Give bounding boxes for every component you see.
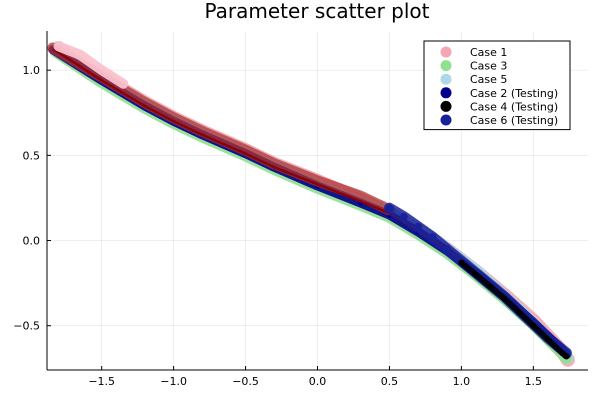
point-case-4-testing-1 xyxy=(472,271,479,278)
overlay-red-band xyxy=(47,42,395,216)
legend-label-case-2-testing: Case 2 (Testing) xyxy=(470,87,558,100)
legend-entry-case-1: Case 1 xyxy=(440,46,507,59)
point-case-4-testing-2 xyxy=(487,283,494,290)
y-tick-label-2: 0.5 xyxy=(23,149,41,162)
x-tick-label-3: 0.0 xyxy=(309,375,327,388)
legend-label-case-3: Case 3 xyxy=(470,60,507,73)
point-case-4-testing-0 xyxy=(458,259,465,266)
legend-entry-case-3: Case 3 xyxy=(440,60,507,73)
legend-label-case-1: Case 1 xyxy=(470,46,507,59)
legend-entry-case-5: Case 5 xyxy=(440,73,507,86)
x-tick-label-4: 0.5 xyxy=(381,375,399,388)
legend-marker-case-6-testing xyxy=(440,114,452,126)
legend-marker-case-4-testing xyxy=(440,100,452,112)
x-tick-label-6: 1.5 xyxy=(525,375,543,388)
x-tick-label-5: 1.0 xyxy=(453,375,471,388)
point-case-6-testing-0 xyxy=(385,204,394,213)
point-case-6-testing-2 xyxy=(414,222,423,231)
point-case-6-testing-1 xyxy=(399,212,408,221)
point-case-6-testing-3 xyxy=(428,233,437,242)
point-case-4-testing-5 xyxy=(530,322,537,329)
point-case-4-testing-7 xyxy=(559,349,566,356)
legend-entry-case-2-testing: Case 2 (Testing) xyxy=(440,87,558,100)
legend-label-case-4-testing: Case 4 (Testing) xyxy=(470,100,558,113)
legend-entry-case-6-testing: Case 6 (Testing) xyxy=(440,114,558,127)
legend-marker-case-2-testing xyxy=(440,87,452,99)
legend-marker-case-3 xyxy=(440,60,452,72)
overlay-light-pink xyxy=(53,41,129,89)
chart-title: Parameter scatter plot xyxy=(205,0,430,23)
y-tick-label-1: 0.0 xyxy=(23,235,41,248)
series-case-4-testing xyxy=(458,259,570,360)
legend-label-case-5: Case 5 xyxy=(470,73,507,86)
x-tick-label-2: −0.5 xyxy=(232,375,259,388)
point-case-6-testing-4 xyxy=(442,245,451,254)
data-layer xyxy=(47,41,575,367)
x-tick-label-0: −1.5 xyxy=(88,375,115,388)
legend-marker-case-1 xyxy=(440,46,452,58)
axis-layer: −1.5 −1.0 −0.5 0.0 0.5 1.0 1.5 −0.5 0.0 0.5 1.0 xyxy=(13,31,588,388)
point-case-4-testing-4 xyxy=(515,309,522,316)
legend-entry-case-4-testing: Case 4 (Testing) xyxy=(440,100,558,113)
legend-marker-case-5 xyxy=(440,73,452,85)
point-case-4-testing-6 xyxy=(544,336,551,343)
point-case-4-testing-8 xyxy=(563,353,570,360)
y-tick-label-0: −0.5 xyxy=(13,320,40,333)
legend-label-case-6-testing: Case 6 (Testing) xyxy=(470,114,558,127)
x-tick-label-1: −1.0 xyxy=(160,375,187,388)
point-case-4-testing-3 xyxy=(501,295,508,302)
y-tick-label-3: 1.0 xyxy=(23,64,41,77)
